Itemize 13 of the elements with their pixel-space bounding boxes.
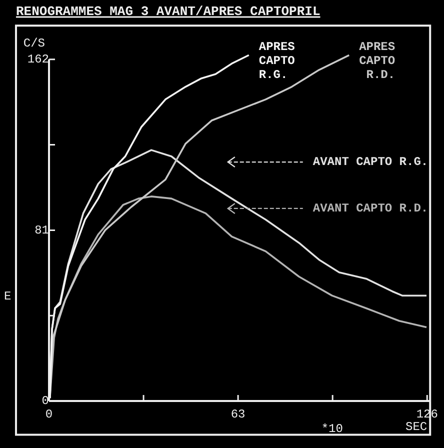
series-label: APRES CAPTO R.D. (359, 40, 396, 82)
text: AVANT CAPTO R.G. (312, 155, 428, 170)
chart-title: RENOGRAMMES MAG 3 AVANT/APRES CAPTOPRIL (16, 4, 320, 20)
y-tick-label: 162 (27, 52, 50, 67)
annotation: *10 (321, 422, 343, 436)
series-label: APRES CAPTO R.G. (258, 40, 295, 82)
y-tick-label: 0 (42, 394, 50, 408)
text: E (4, 289, 12, 304)
y-tick-label: 81 (34, 223, 50, 238)
y-axis-title: C/S (23, 36, 46, 51)
text: AVANT CAPTO R.D. (312, 201, 428, 216)
x-tick-label: 63 (230, 407, 246, 422)
x-axis-title: SEC (406, 420, 428, 434)
